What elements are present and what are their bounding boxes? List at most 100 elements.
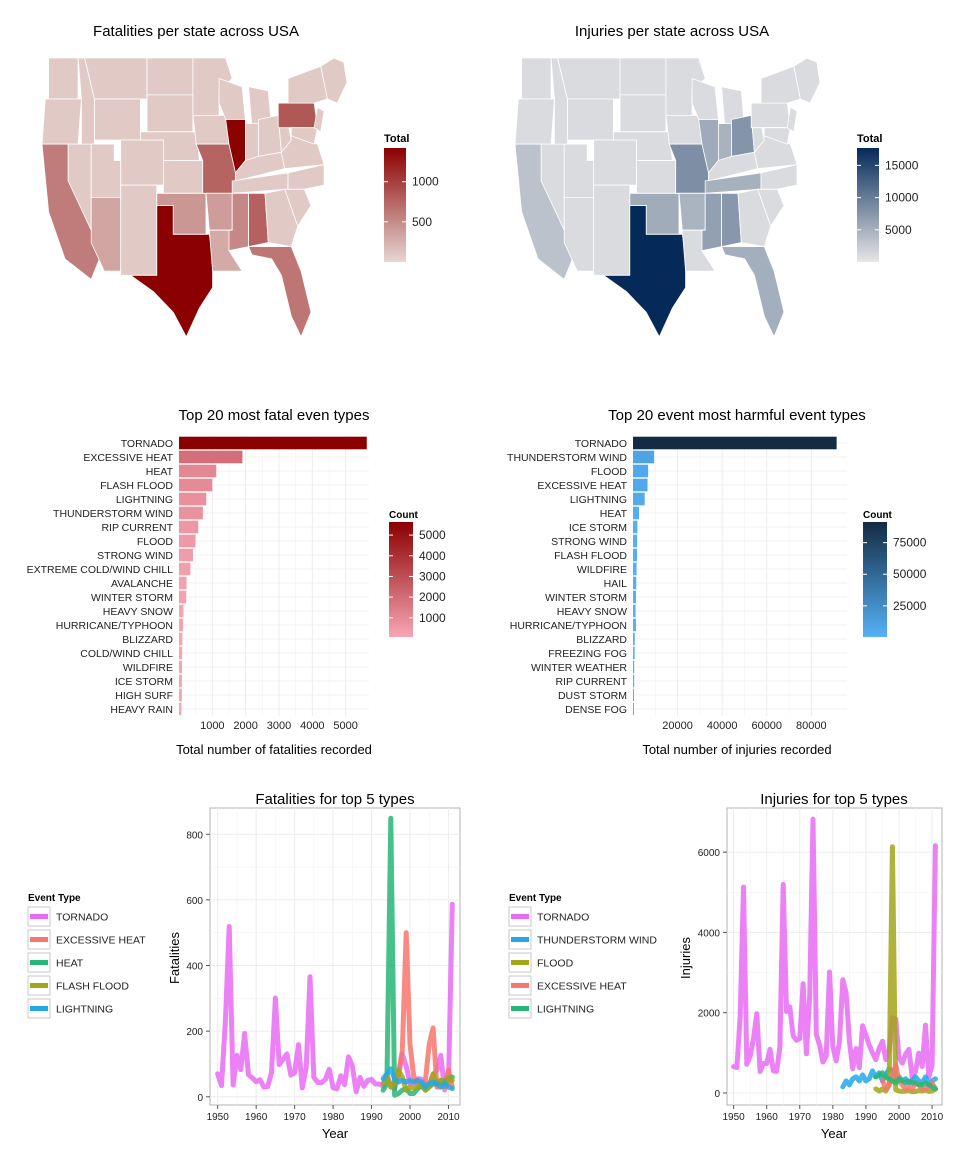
- state-florida: [248, 246, 312, 338]
- state-washington: [521, 57, 552, 100]
- bar: [179, 548, 193, 562]
- y-tick-label: HURRICANE/TYPHOON: [510, 620, 627, 632]
- legend-tick-label: 25000: [893, 599, 927, 613]
- bar: [633, 576, 637, 590]
- state-northcarolina: [760, 164, 798, 190]
- y-tick-label: COLD/WIND CHILL: [80, 648, 173, 660]
- state-colorado: [593, 139, 637, 186]
- state-northdakota: [146, 57, 194, 96]
- bar: [179, 492, 207, 506]
- y-tick-label: RIP CURRENT: [101, 522, 173, 534]
- state-utah: [563, 143, 595, 198]
- y-tick-label: WINTER STORM: [91, 592, 173, 604]
- bar: [179, 436, 367, 450]
- y-tick-label: TORNADO: [575, 438, 627, 450]
- y-tick-label: FLASH FLOOD: [554, 550, 627, 562]
- y-tick-label: LIGHTNING: [116, 494, 173, 506]
- state-wyoming: [567, 98, 614, 141]
- x-tick-label: 1960: [756, 1112, 779, 1123]
- y-tick-label: FLASH FLOOD: [100, 480, 173, 492]
- legend-label: HEAT: [56, 958, 84, 970]
- injuries-bar-legend-colorbar: [863, 522, 887, 637]
- state-arkansas: [205, 192, 233, 231]
- legend-label: EXCESSIVE HEAT: [537, 981, 627, 993]
- x-tick-label: 1990: [360, 1112, 383, 1123]
- plot-background: [209, 807, 461, 1106]
- y-tick-label: HEAVY SNOW: [557, 606, 627, 618]
- bar: [633, 436, 837, 450]
- plot-background: [633, 436, 847, 716]
- fatalities-line-legend: TORNADO EXCESSIVE HEAT HEAT FLASH FLOOD LIGH…: [27, 906, 146, 1019]
- y-tick-label: 200: [186, 1027, 203, 1038]
- injuries-bar-legend-title: Count: [863, 510, 893, 521]
- y-tick-label: HEAVY RAIN: [110, 704, 173, 716]
- y-tick-label: DUST STORM: [558, 690, 627, 702]
- state-louisiana: [208, 229, 243, 272]
- legend-label: LIGHTNING: [56, 1004, 113, 1016]
- y-tick-label: 800: [186, 830, 203, 841]
- series-line: [380, 1066, 455, 1092]
- series-line: [731, 816, 938, 1080]
- fatalities-map-states: [41, 57, 348, 338]
- y-tick-label: BLIZZARD: [122, 634, 173, 646]
- y-tick-label: HEAT: [146, 466, 174, 478]
- x-tick-label: 1970: [789, 1112, 812, 1123]
- legend-tick-label: 50000: [893, 567, 927, 581]
- legend-tick-label: 3000: [419, 569, 446, 583]
- bar: [179, 562, 191, 576]
- y-tick-label: WINTER STORM: [545, 592, 627, 604]
- fatalities-line-ylabel: Fatalities: [167, 931, 182, 984]
- bar: [633, 506, 639, 520]
- series-line: [873, 1070, 938, 1092]
- bar: [633, 562, 637, 576]
- injuries-line-ylabel: Injuries: [678, 937, 693, 979]
- y-tick-label: WINTER WEATHER: [531, 662, 627, 674]
- y-tick-label: EXCESSIVE HEAT: [83, 452, 173, 464]
- y-tick-label: LIGHTNING: [570, 494, 627, 506]
- bar: [179, 478, 213, 492]
- legend-label: FLASH FLOOD: [56, 981, 129, 993]
- y-tick-label: 400: [186, 962, 203, 973]
- y-tick-label: 4000: [698, 928, 721, 939]
- y-tick-label: FREEZING FOG: [548, 648, 627, 660]
- injuries-line-legend: TORNADO THUNDERSTORM WIND FLOOD EXCESSIVE H…: [508, 906, 657, 1019]
- legend-tick-label: 5000: [419, 528, 446, 542]
- fatalities-bar-title: Top 20 most fatal even types: [179, 407, 370, 424]
- injuries-line-title: Injuries for top 5 types: [760, 791, 908, 808]
- state-maryland: [290, 127, 318, 145]
- state-kansas: [163, 160, 204, 194]
- y-tick-label: ICE STORM: [569, 522, 627, 534]
- bar: [179, 576, 187, 590]
- bar: [633, 702, 634, 716]
- legend-tick-label: 4000: [419, 549, 446, 563]
- state-wisconsin: [691, 77, 719, 120]
- legend-label: FLOOD: [537, 958, 574, 970]
- injuries-bar-legend-ticks: 75000 50000 25000: [863, 536, 927, 613]
- fatalities-map-panel: Fatalities per state across USA Total 10…: [41, 23, 439, 338]
- fatalities-map-legend-ticks: 1000 500: [384, 175, 439, 229]
- x-tick-label: 4000: [300, 720, 324, 732]
- bar: [179, 506, 203, 520]
- legend-tick-label: 500: [412, 215, 432, 229]
- state-utah: [90, 143, 122, 198]
- series-line: [380, 1068, 455, 1093]
- bar: [179, 520, 199, 534]
- bar: [179, 590, 187, 604]
- state-maryland: [763, 127, 791, 145]
- legend-tick-label: 15000: [885, 158, 919, 172]
- bar: [179, 702, 182, 716]
- fatalities-map-legend-title: Total: [384, 133, 409, 145]
- fatalities-bar-xlabel: Total number of fatalities recorded: [176, 742, 372, 757]
- injuries-map-panel: Injuries per state across USA Total 1500…: [514, 23, 919, 338]
- x-tick-label: 1980: [322, 1112, 345, 1123]
- y-tick-label: HAIL: [604, 578, 628, 590]
- bar: [179, 688, 182, 702]
- x-tick-label: 2010: [437, 1112, 460, 1123]
- bar: [179, 660, 182, 674]
- state-newyork: [287, 65, 328, 104]
- injuries-map-title: Injuries per state across USA: [575, 23, 769, 40]
- fatalities-bar-legend-ticks: 5000 4000 3000 2000 1000: [389, 528, 446, 625]
- injuries-map-legend-title: Total: [857, 133, 882, 145]
- y-tick-label: 6000: [698, 848, 721, 859]
